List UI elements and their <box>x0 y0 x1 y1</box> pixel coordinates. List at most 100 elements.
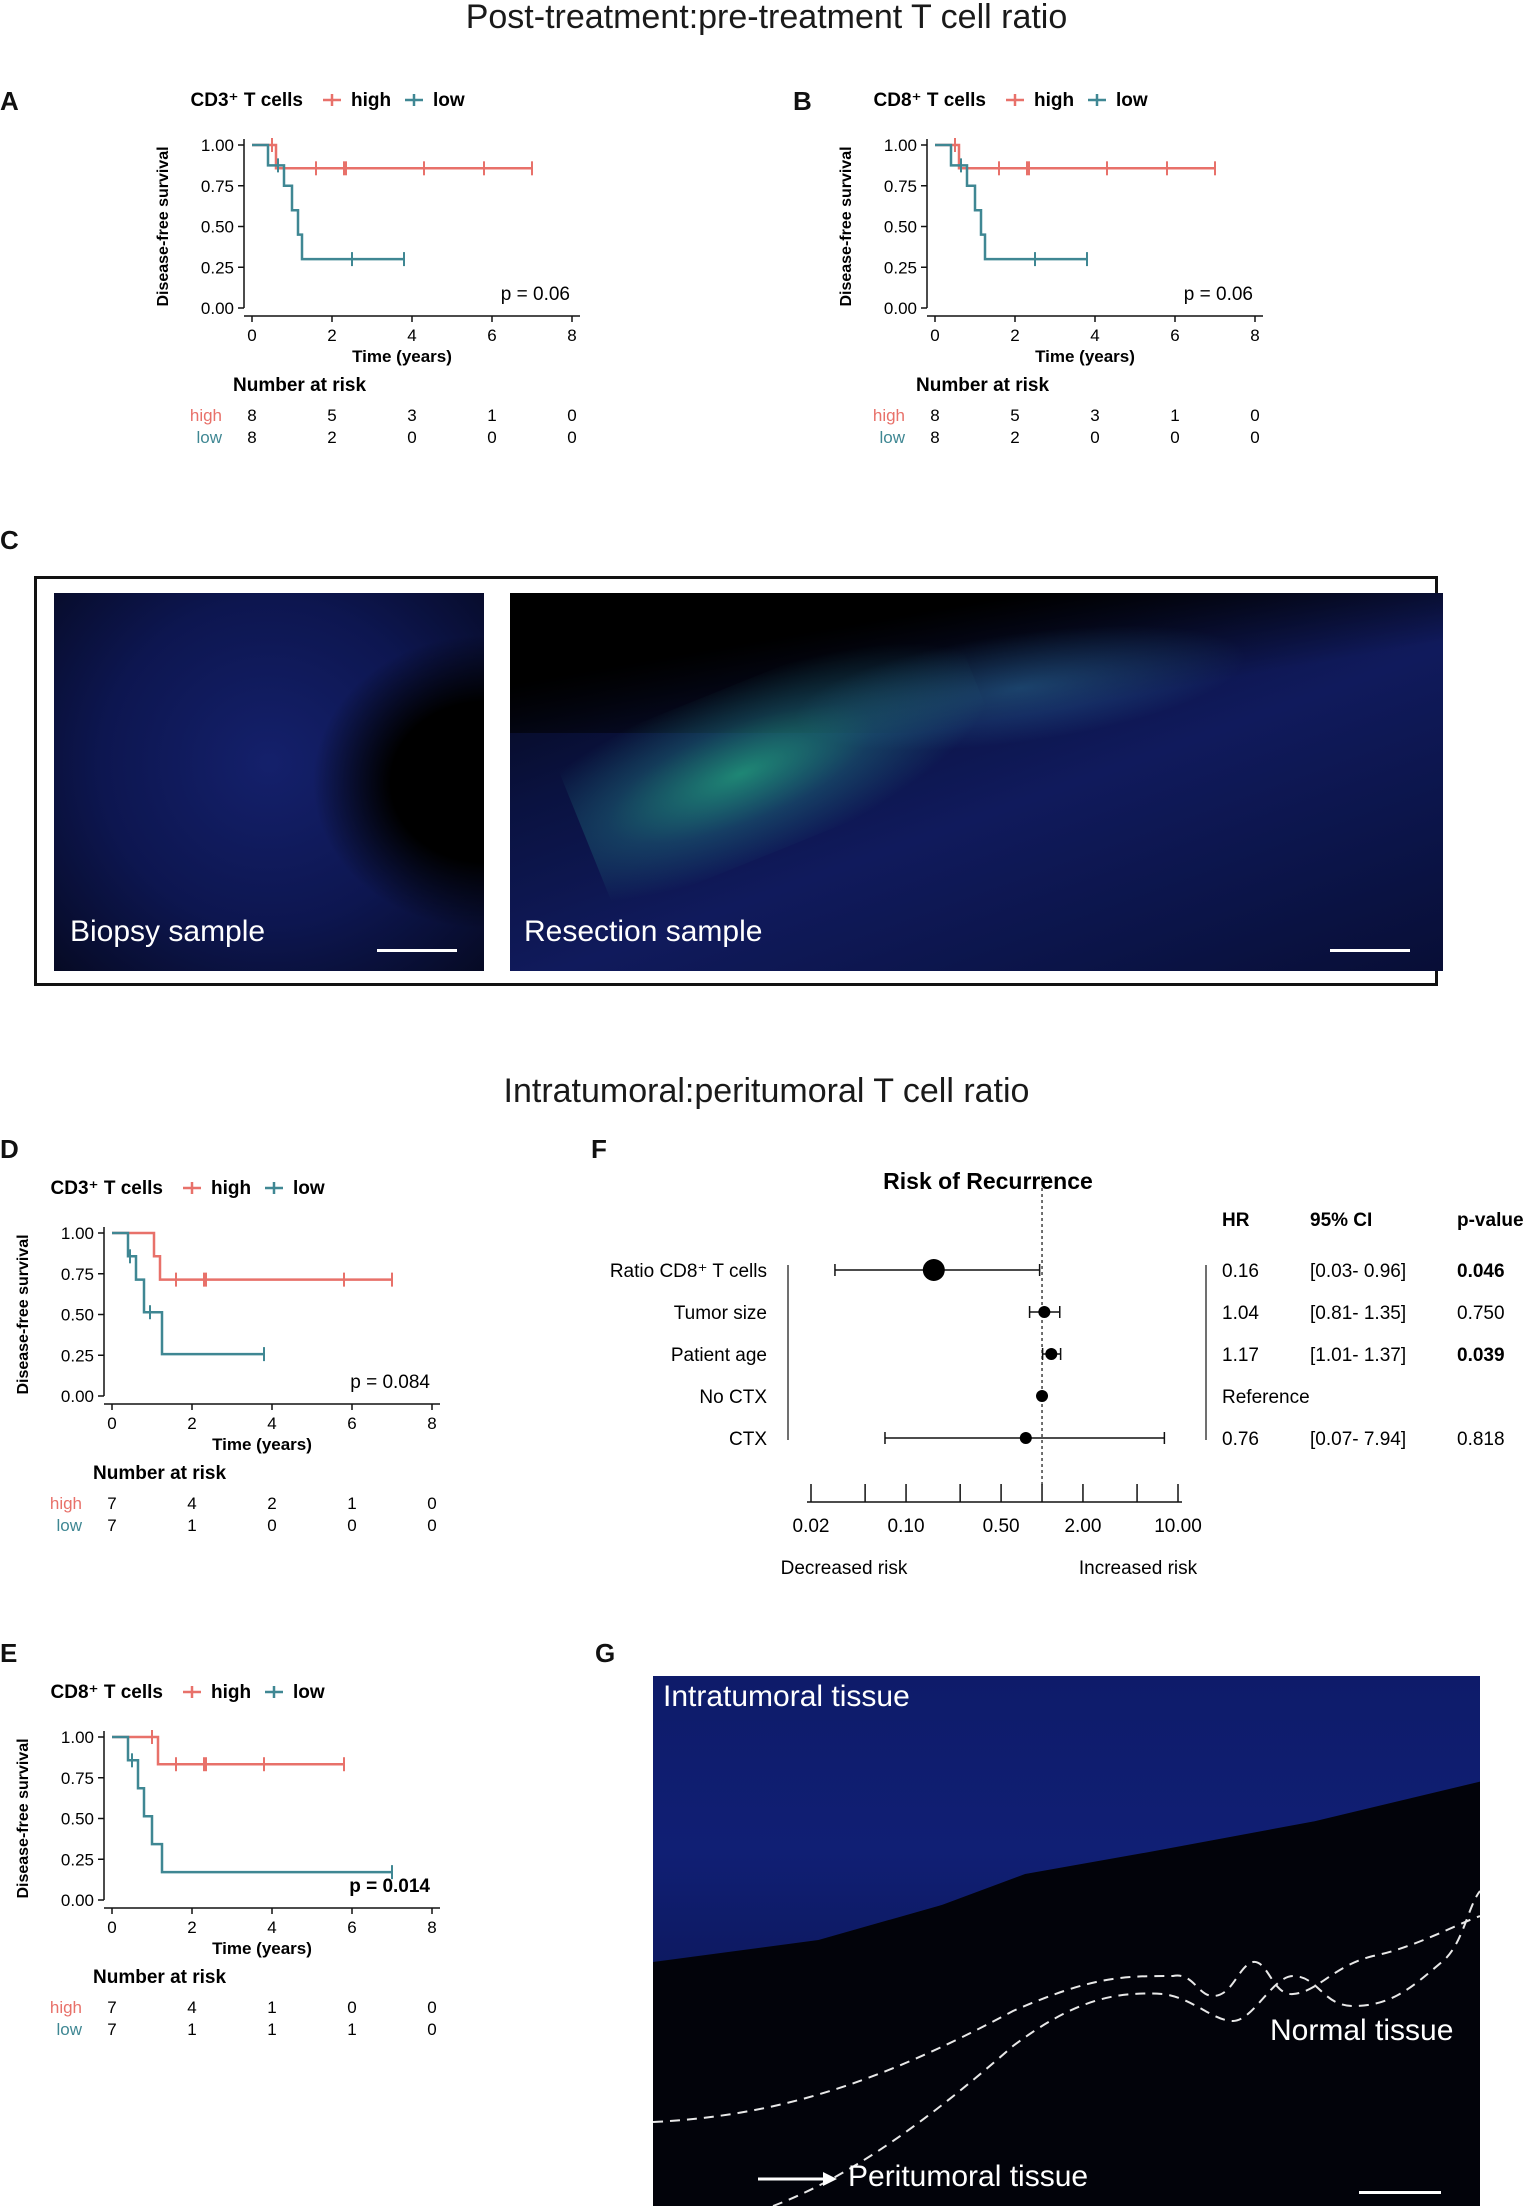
x-tick-label: 4 <box>267 1414 276 1433</box>
y-tick-label: 0.25 <box>884 258 917 277</box>
risk-count: 0 <box>487 428 496 447</box>
risk-count: 0 <box>1250 406 1259 425</box>
y-tick-label: 0.00 <box>61 1387 94 1406</box>
ci-value: [1.01- 1.37] <box>1310 1345 1406 1366</box>
hr-value: 1.17 <box>1222 1345 1259 1366</box>
km-curve-low <box>112 1231 264 1356</box>
risk-count: 0 <box>267 1516 276 1535</box>
risk-count: 2 <box>327 428 336 447</box>
x-tick-label: 2 <box>327 326 336 345</box>
km-chart-a: CD3⁺ T cells high low 0.00 0.25 0.50 0.75 1.00 0… <box>140 82 700 527</box>
biopsy-label: Biopsy sample <box>70 915 266 948</box>
legend-title: CD3⁺ T cells <box>191 90 303 111</box>
km-chart-d: CD3⁺ T cells high low 0.00 0.25 0.50 0.75 1.00 0… <box>0 1170 560 1615</box>
km-curve-high <box>935 143 1215 170</box>
panel-letter-b: B <box>793 86 812 116</box>
x-tick-label: 0 <box>930 326 939 345</box>
x-tick-label: 4 <box>407 326 416 345</box>
boundary-line <box>772 1890 1480 2206</box>
risk-count: 1 <box>487 406 496 425</box>
y-tick-label: 0.75 <box>61 1265 94 1284</box>
legend-label-low: low <box>433 90 465 111</box>
hr-point <box>1045 1348 1058 1360</box>
legend-label-low: low <box>1116 90 1148 111</box>
x-tick-label: 4 <box>1090 326 1099 345</box>
arrow-icon <box>823 2172 837 2186</box>
legend-label-low: low <box>293 1178 325 1199</box>
hr-value: 0.76 <box>1222 1429 1259 1450</box>
km-chart-e-svg: CD8⁺ T cells high low 0.00 0.25 0.50 0.75 1.00 0… <box>15 1682 440 2039</box>
risk-count: 7 <box>107 1494 116 1513</box>
forest-row-label: No CTX <box>699 1387 767 1408</box>
resection-image: Resection sample <box>510 593 1443 971</box>
panel-letter-e: E <box>0 1638 18 1668</box>
risk-row-label-low: low <box>196 428 222 447</box>
risk-count: 4 <box>187 1998 196 2017</box>
risk-count: 1 <box>267 2020 276 2039</box>
y-tick-label: 0.00 <box>61 1891 94 1910</box>
x-tick-label: 0 <box>247 326 256 345</box>
ci-value: [0.07- 7.94] <box>1310 1429 1406 1450</box>
risk-table-title: Number at risk <box>233 375 366 396</box>
panel-letter-c: C <box>0 525 19 555</box>
risk-count: 1 <box>187 2020 196 2039</box>
y-tick-label: 0.75 <box>884 177 917 196</box>
risk-count: 4 <box>187 1494 196 1513</box>
x-tick-label: 0.10 <box>888 1516 925 1537</box>
risk-count: 0 <box>1170 428 1179 447</box>
forest-row-label: CTX <box>729 1429 767 1450</box>
risk-count: 1 <box>347 1494 356 1513</box>
x-tick-label: 10.00 <box>1154 1516 1202 1537</box>
km-chart-e: CD8⁺ T cells high low 0.00 0.25 0.50 0.75 1.00 0… <box>0 1674 560 2119</box>
y-axis-label: Disease-free survival <box>15 1738 32 1898</box>
risk-row-label-high: high <box>50 1494 82 1513</box>
risk-count: 1 <box>267 1998 276 2017</box>
x-tick-label: 2.00 <box>1064 1516 1101 1537</box>
risk-count: 0 <box>347 1998 356 2017</box>
risk-count: 1 <box>347 2020 356 2039</box>
hr-value: Reference <box>1222 1387 1310 1408</box>
y-tick-label: 0.50 <box>201 218 234 237</box>
legend-title: CD3⁺ T cells <box>51 1178 163 1199</box>
boundary-line <box>653 1915 1480 2123</box>
legend-label-high: high <box>211 1178 251 1199</box>
risk-row-label-high: high <box>50 1998 82 2017</box>
risk-count: 0 <box>427 1998 436 2017</box>
risk-count: 0 <box>407 428 416 447</box>
y-tick-label: 0.50 <box>61 1810 94 1829</box>
normal-label: Normal tissue <box>1270 2014 1454 2047</box>
risk-count: 8 <box>930 406 939 425</box>
x-label-right: Increased risk <box>1079 1558 1198 1579</box>
risk-count: 0 <box>347 1516 356 1535</box>
ci-value: [0.03- 0.96] <box>1310 1261 1406 1282</box>
km-curve-high <box>112 1735 344 1766</box>
scale-bar <box>1359 2191 1441 2194</box>
x-label-left: Decreased risk <box>781 1558 908 1579</box>
x-axis-label: Time (years) <box>212 1435 312 1454</box>
y-tick-label: 1.00 <box>201 136 234 155</box>
risk-count: 7 <box>107 1998 116 2017</box>
km-curve-low <box>935 143 1087 261</box>
x-tick-label: 6 <box>347 1918 356 1937</box>
y-axis-label: Disease-free survival <box>155 146 172 306</box>
panel-letter-g: G <box>595 1638 616 1668</box>
y-tick-label: 0.25 <box>61 1850 94 1869</box>
km-chart-a-svg: CD3⁺ T cells high low 0.00 0.25 0.50 0.75 1.00 0… <box>155 90 580 447</box>
risk-count: 1 <box>187 1516 196 1535</box>
risk-count: 5 <box>327 406 336 425</box>
risk-row-label-low: low <box>56 1516 82 1535</box>
p-value: p = 0.014 <box>349 1876 430 1897</box>
risk-count: 3 <box>1090 406 1099 425</box>
risk-count: 2 <box>267 1494 276 1513</box>
risk-row-label-high: high <box>873 406 905 425</box>
y-tick-label: 0.00 <box>201 299 234 318</box>
risk-count: 0 <box>567 406 576 425</box>
risk-count: 7 <box>107 2020 116 2039</box>
risk-table-title: Number at risk <box>93 1463 226 1484</box>
forest-row-label: Patient age <box>671 1345 767 1366</box>
risk-row-label-high: high <box>190 406 222 425</box>
y-tick-label: 0.75 <box>201 177 234 196</box>
panel-c-frame: Biopsy sample Resection sample <box>34 576 1443 986</box>
risk-count: 0 <box>427 1516 436 1535</box>
column-header-p: p-value <box>1457 1210 1524 1231</box>
